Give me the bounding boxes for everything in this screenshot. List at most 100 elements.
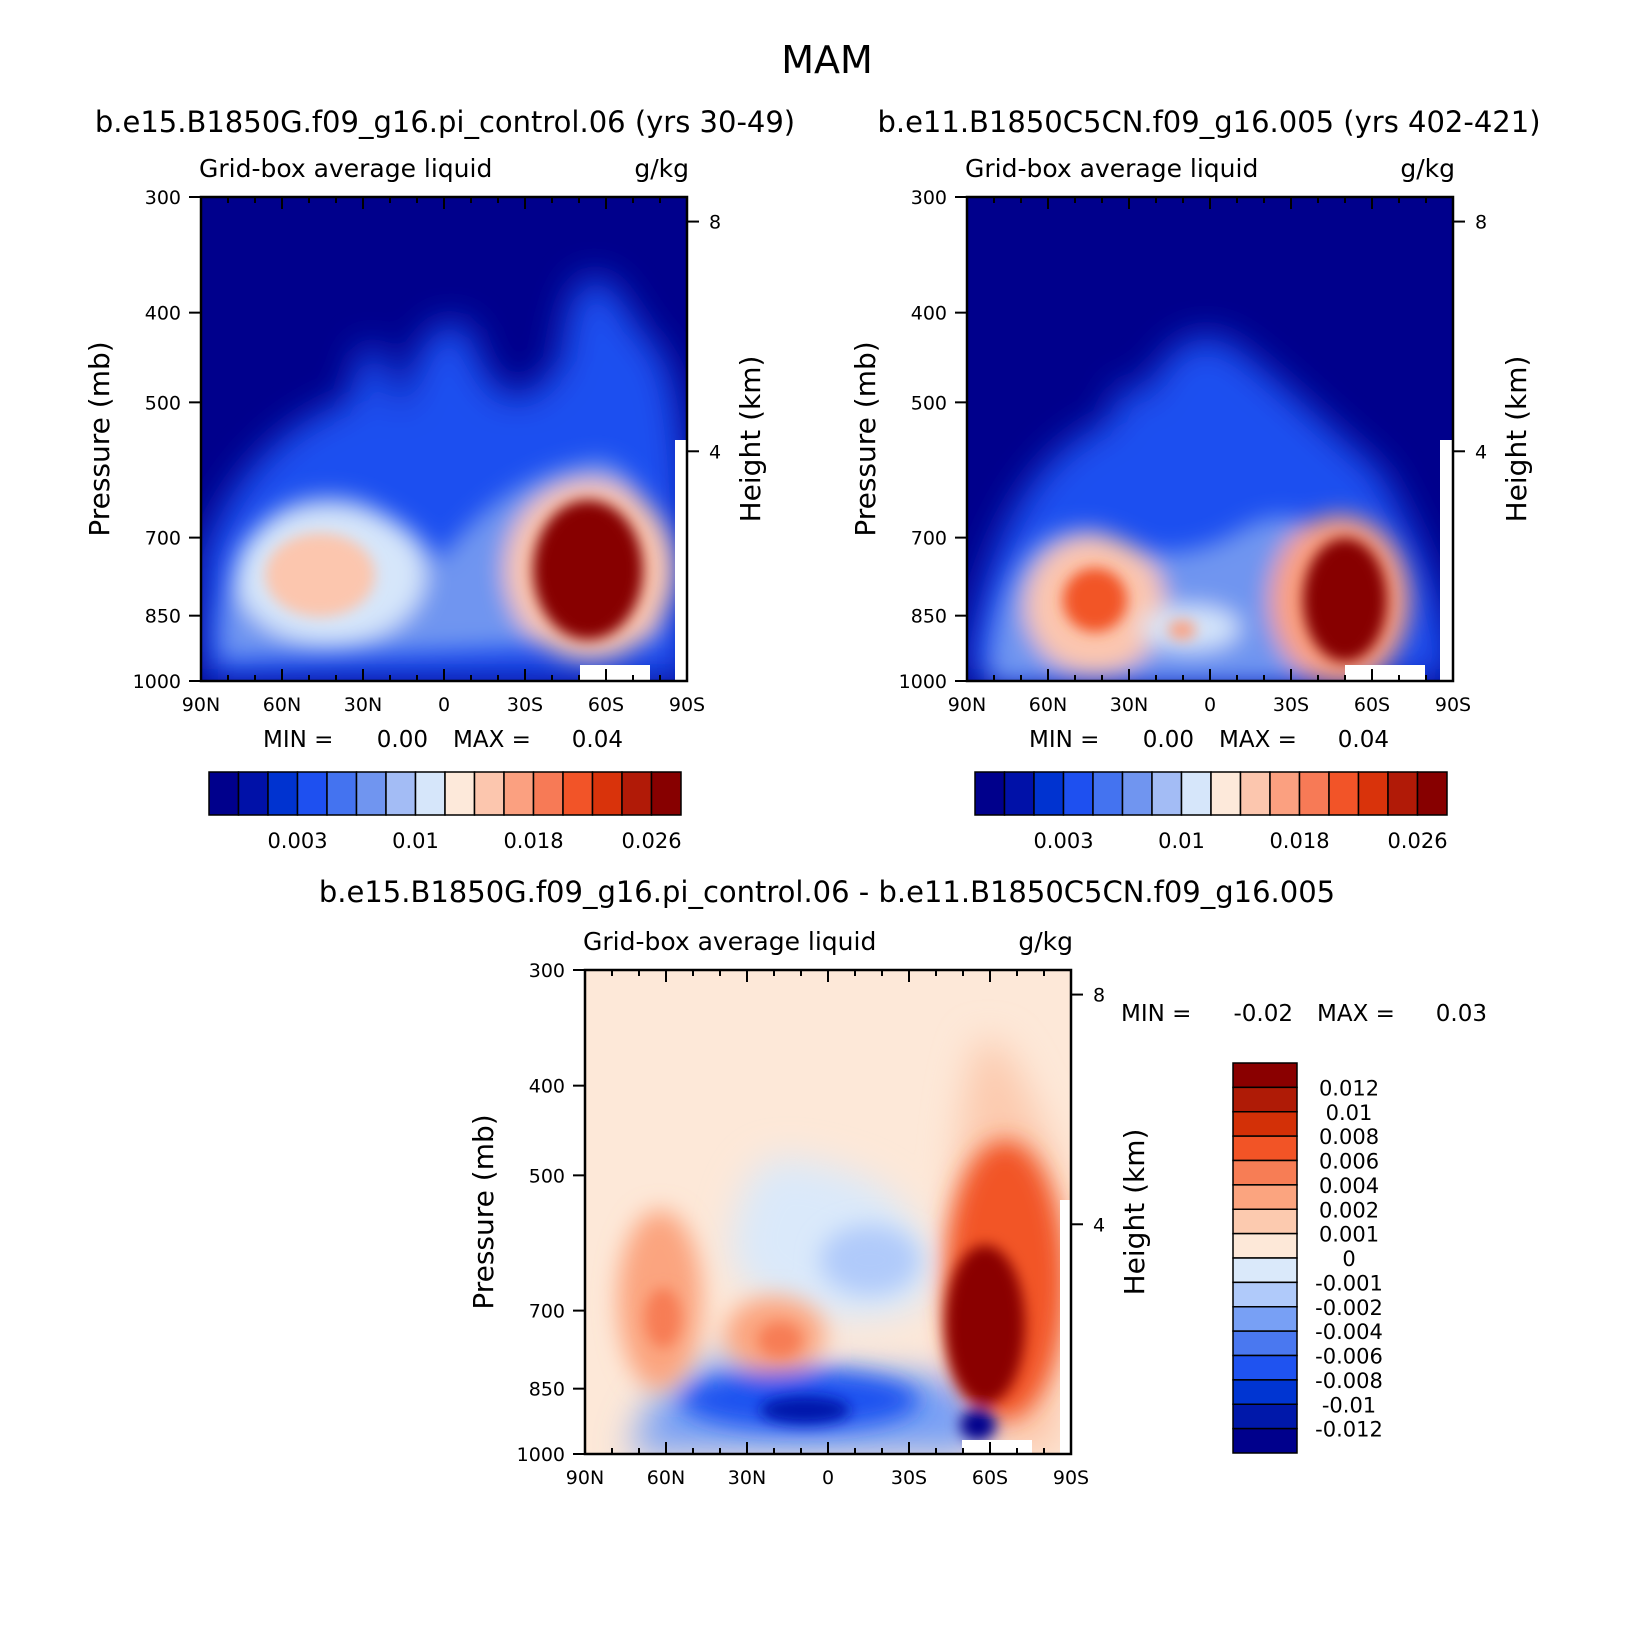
x-tick-label: 30N <box>344 694 382 716</box>
y-tick-label: 1000 <box>899 671 947 693</box>
colorbar-swatch <box>562 771 594 816</box>
panel-b-colorbar: 0.003 0.01 0.018 0.026 <box>974 771 1448 853</box>
colorbar-label: -0.01 <box>1322 1393 1376 1417</box>
colorbar-label: 0.018 <box>503 829 563 853</box>
panel-b-axes: 90N 60N 30N 0 30S 60S 90S 300 400 500 700 850 1000 8 4 <box>899 187 1487 716</box>
colorbar-label: 0.008 <box>1319 1125 1379 1149</box>
y-tick-label: 850 <box>911 606 947 628</box>
colorbar-swatch <box>1003 771 1035 816</box>
colorbar-swatch <box>473 771 505 816</box>
colorbar-label: 0.003 <box>1033 829 1093 853</box>
colorbar-swatch <box>1180 771 1212 816</box>
x-tick-label: 90N <box>182 694 220 716</box>
colorbar-swatch <box>1092 771 1124 816</box>
x-tick-label: 0 <box>822 1467 834 1489</box>
panel-c-core-pos-tropics <box>758 1322 802 1358</box>
x-tick-label: 30S <box>1273 694 1309 716</box>
panel-c-min-label: MIN = <box>1121 1001 1191 1027</box>
colorbar-label: 0.002 <box>1319 1198 1379 1222</box>
colorbar-label: 0.018 <box>1269 829 1329 853</box>
panel-c: b.e15.B1850G.f09_g16.pi_control.06 - b.e… <box>319 875 1487 1489</box>
colorbar-swatch <box>1239 771 1271 816</box>
panel-c-missing-1 <box>962 1440 1032 1454</box>
panel-c-core-neg-tropics <box>760 1396 850 1424</box>
panel-a-max-nh <box>265 533 375 617</box>
panel-b: b.e11.B1850C5CN.f09_g16.005 (yrs 402-421… <box>849 105 1541 853</box>
colorbar-swatch <box>591 771 623 816</box>
colorbar-swatch <box>444 771 476 816</box>
colorbar-swatch <box>650 771 682 816</box>
x-tick-label: 0 <box>438 694 450 716</box>
y-tick-label: 850 <box>145 606 181 628</box>
colorbar-label: 0.004 <box>1319 1174 1379 1198</box>
x-tick-label: 30S <box>891 1467 927 1489</box>
panel-c-max-value: 0.03 <box>1436 1001 1487 1027</box>
x-tick-label: 90S <box>1053 1467 1089 1489</box>
y-tick-label: 700 <box>145 528 181 550</box>
panel-b-max-label: MAX = <box>1219 727 1297 753</box>
colorbar-swatch <box>1232 1111 1298 1137</box>
colorbar-label: 0.01 <box>1158 829 1205 853</box>
colorbar-swatch <box>1232 1379 1298 1405</box>
panel-c-core-neg-sh <box>960 1409 996 1441</box>
colorbar-label: 0 <box>1342 1247 1355 1271</box>
y-tick-label: 400 <box>911 303 947 325</box>
x-tick-label: 90S <box>669 694 705 716</box>
y-tick-label: 400 <box>145 303 181 325</box>
panel-a-title: b.e15.B1850G.f09_g16.pi_control.06 (yrs … <box>95 105 795 139</box>
x-tick-label: 30N <box>1110 694 1148 716</box>
colorbar-label: -0.006 <box>1315 1345 1383 1369</box>
colorbar-swatch <box>1232 1135 1298 1162</box>
panel-a-colorbar: 0.003 0.01 0.018 0.026 <box>208 771 682 853</box>
figure-title: MAM <box>781 38 873 82</box>
x-tick-label: 60N <box>1029 694 1067 716</box>
panel-c-core-pos-nh <box>645 1288 681 1348</box>
colorbar-label: 0.026 <box>1387 829 1447 853</box>
colorbar-swatch <box>355 771 387 816</box>
colorbar-label: 0.003 <box>267 829 327 853</box>
x-tick-label: 60S <box>588 694 624 716</box>
panel-c-ylabel-right: Height (km) <box>1118 1129 1151 1296</box>
colorbar-swatch <box>503 771 535 816</box>
colorbar-swatch <box>1232 1062 1298 1089</box>
colorbar-swatch <box>1062 771 1094 816</box>
panel-c-title: b.e15.B1850G.f09_g16.pi_control.06 - b.e… <box>319 875 1335 909</box>
panel-b-max-value: 0.04 <box>1338 727 1389 753</box>
colorbar-label: -0.001 <box>1315 1271 1383 1295</box>
colorbar-swatch <box>1232 1184 1298 1210</box>
y-tick-label: 700 <box>529 1301 565 1323</box>
panel-b-min-label: MIN = <box>1029 727 1099 753</box>
y-tick-right-label: 4 <box>709 441 721 463</box>
colorbar-swatch <box>1232 1208 1298 1235</box>
colorbar-swatch <box>532 771 564 816</box>
panel-a-missing-2 <box>675 440 687 681</box>
colorbar-swatch <box>1328 771 1360 816</box>
y-tick-label: 1000 <box>133 671 181 693</box>
colorbar-swatch <box>1232 1281 1298 1308</box>
x-tick-label: 90N <box>566 1467 604 1489</box>
panel-a-max-value: 0.04 <box>572 727 623 753</box>
panel-b-max-sh <box>1303 538 1387 662</box>
colorbar-swatch <box>1121 771 1153 816</box>
y-tick-right-label: 8 <box>709 212 721 234</box>
y-tick-right-label: 4 <box>1093 1214 1105 1236</box>
x-tick-label: 60N <box>263 694 301 716</box>
x-tick-label: 0 <box>1204 694 1216 716</box>
colorbar-label: 0.026 <box>621 829 681 853</box>
colorbar-swatch <box>1269 771 1301 816</box>
panel-a-ylabel-right: Height (km) <box>734 356 767 523</box>
colorbar-label: 0.001 <box>1319 1223 1379 1247</box>
panel-c-colorbar: 0.0120.010.0080.0060.0040.0020.0010-0.00… <box>1232 1062 1383 1454</box>
colorbar-swatch <box>1298 771 1330 816</box>
colorbar-swatch <box>385 771 417 816</box>
panel-c-plot-area <box>585 970 1071 1454</box>
colorbar-swatch <box>1232 1232 1298 1259</box>
y-tick-right-label: 8 <box>1475 212 1487 234</box>
colorbar-swatch <box>208 771 240 816</box>
panel-c-core-pos-sh <box>945 1245 1025 1405</box>
panel-b-title: b.e11.B1850C5CN.f09_g16.005 (yrs 402-421… <box>877 105 1540 139</box>
panel-a-missing-1 <box>580 665 650 681</box>
colorbar-label: 0.006 <box>1319 1150 1379 1174</box>
panel-a-subtitle-left: Grid-box average liquid <box>199 154 492 183</box>
